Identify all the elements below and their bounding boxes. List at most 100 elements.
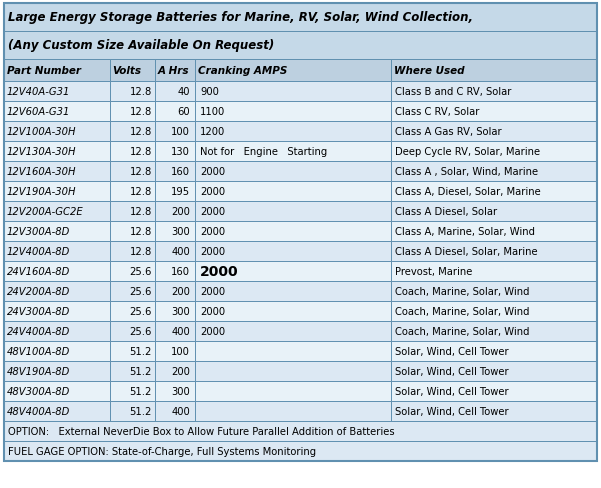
Text: Coach, Marine, Solar, Wind: Coach, Marine, Solar, Wind (395, 286, 529, 296)
Bar (4, 222, 109, 242)
Text: 12V190A-30H: 12V190A-30H (7, 186, 76, 197)
Bar (155, 262, 195, 282)
Bar (155, 222, 195, 242)
Text: Class A Diesel, Solar: Class A Diesel, Solar (395, 206, 497, 217)
Bar (4, 60, 109, 82)
Bar (195, 401, 391, 421)
Text: Class A, Marine, Solar, Wind: Class A, Marine, Solar, Wind (395, 226, 535, 237)
Bar (391, 142, 597, 162)
Text: Where Used: Where Used (394, 66, 465, 76)
Bar (195, 182, 391, 202)
Bar (155, 82, 195, 102)
Bar (109, 102, 155, 122)
Bar (109, 361, 155, 381)
Text: 25.6: 25.6 (129, 326, 152, 336)
Text: 24V400A-8D: 24V400A-8D (7, 326, 70, 336)
Text: 12V200A-GC2E: 12V200A-GC2E (7, 206, 84, 217)
Text: 400: 400 (171, 326, 190, 336)
Bar (4, 242, 109, 262)
Bar (195, 142, 391, 162)
Text: Prevost, Marine: Prevost, Marine (395, 266, 472, 276)
Bar (4, 162, 109, 182)
Text: 12.8: 12.8 (129, 127, 152, 137)
Text: 48V190A-8D: 48V190A-8D (7, 366, 70, 376)
Bar (195, 162, 391, 182)
Bar (391, 60, 597, 82)
Bar (109, 262, 155, 282)
Text: 24V160A-8D: 24V160A-8D (7, 266, 70, 276)
Text: FUEL GAGE OPTION: State-of-Charge, Full Systems Monitoring: FUEL GAGE OPTION: State-of-Charge, Full … (8, 446, 316, 456)
Bar (391, 182, 597, 202)
Bar (4, 401, 109, 421)
Text: 12V300A-8D: 12V300A-8D (7, 226, 70, 237)
Bar (109, 222, 155, 242)
Bar (109, 182, 155, 202)
Bar (391, 262, 597, 282)
Text: Solar, Wind, Cell Tower: Solar, Wind, Cell Tower (395, 406, 508, 416)
Text: Coach, Marine, Solar, Wind: Coach, Marine, Solar, Wind (395, 326, 529, 336)
Text: Class A Gas RV, Solar: Class A Gas RV, Solar (395, 127, 502, 137)
Bar (4, 122, 109, 142)
Text: 24V200A-8D: 24V200A-8D (7, 286, 70, 296)
Text: 12.8: 12.8 (129, 226, 152, 237)
Text: 200: 200 (171, 286, 190, 296)
Text: 400: 400 (171, 406, 190, 416)
Bar (195, 122, 391, 142)
Bar (195, 341, 391, 361)
Text: A Hrs: A Hrs (158, 66, 189, 76)
Bar (195, 82, 391, 102)
Bar (391, 321, 597, 341)
Bar (195, 102, 391, 122)
Bar (109, 321, 155, 341)
Text: 12.8: 12.8 (129, 167, 152, 177)
Text: Class C RV, Solar: Class C RV, Solar (395, 107, 480, 117)
Text: Solar, Wind, Cell Tower: Solar, Wind, Cell Tower (395, 386, 508, 396)
Bar (109, 341, 155, 361)
Text: Class A , Solar, Wind, Marine: Class A , Solar, Wind, Marine (395, 167, 538, 177)
Text: 51.2: 51.2 (129, 366, 152, 376)
Text: Deep Cycle RV, Solar, Marine: Deep Cycle RV, Solar, Marine (395, 147, 540, 157)
Bar (195, 222, 391, 242)
Bar (155, 282, 195, 302)
Bar (4, 82, 109, 102)
Text: 12.8: 12.8 (129, 186, 152, 197)
Bar (4, 102, 109, 122)
Text: Large Energy Storage Batteries for Marine, RV, Solar, Wind Collection,: Large Energy Storage Batteries for Marin… (8, 12, 473, 24)
Bar (195, 60, 391, 82)
Bar (155, 162, 195, 182)
Bar (195, 202, 391, 222)
Bar (155, 202, 195, 222)
Bar (195, 361, 391, 381)
Text: 12.8: 12.8 (129, 206, 152, 217)
Text: 60: 60 (177, 107, 190, 117)
Text: 300: 300 (171, 386, 190, 396)
Text: Coach, Marine, Solar, Wind: Coach, Marine, Solar, Wind (395, 306, 529, 316)
Text: Solar, Wind, Cell Tower: Solar, Wind, Cell Tower (395, 346, 508, 356)
Bar (195, 242, 391, 262)
Text: 400: 400 (171, 246, 190, 257)
Text: 2000: 2000 (200, 167, 225, 177)
Text: 12V400A-8D: 12V400A-8D (7, 246, 70, 257)
Text: 160: 160 (171, 167, 190, 177)
Text: 51.2: 51.2 (129, 346, 152, 356)
Bar (155, 142, 195, 162)
Bar (155, 182, 195, 202)
Bar (109, 202, 155, 222)
Bar (4, 381, 109, 401)
Text: 24V300A-8D: 24V300A-8D (7, 306, 70, 316)
Text: 200: 200 (171, 366, 190, 376)
Bar (391, 202, 597, 222)
Text: 12V100A-30H: 12V100A-30H (7, 127, 76, 137)
Text: 1200: 1200 (200, 127, 225, 137)
Text: 25.6: 25.6 (129, 306, 152, 316)
Text: 2000: 2000 (200, 306, 225, 316)
Bar (109, 242, 155, 262)
Text: 12.8: 12.8 (129, 246, 152, 257)
Text: Solar, Wind, Cell Tower: Solar, Wind, Cell Tower (395, 366, 508, 376)
Text: 48V300A-8D: 48V300A-8D (7, 386, 70, 396)
Bar (195, 262, 391, 282)
Bar (155, 381, 195, 401)
Text: 100: 100 (171, 127, 190, 137)
Bar (195, 282, 391, 302)
Text: 12V130A-30H: 12V130A-30H (7, 147, 76, 157)
